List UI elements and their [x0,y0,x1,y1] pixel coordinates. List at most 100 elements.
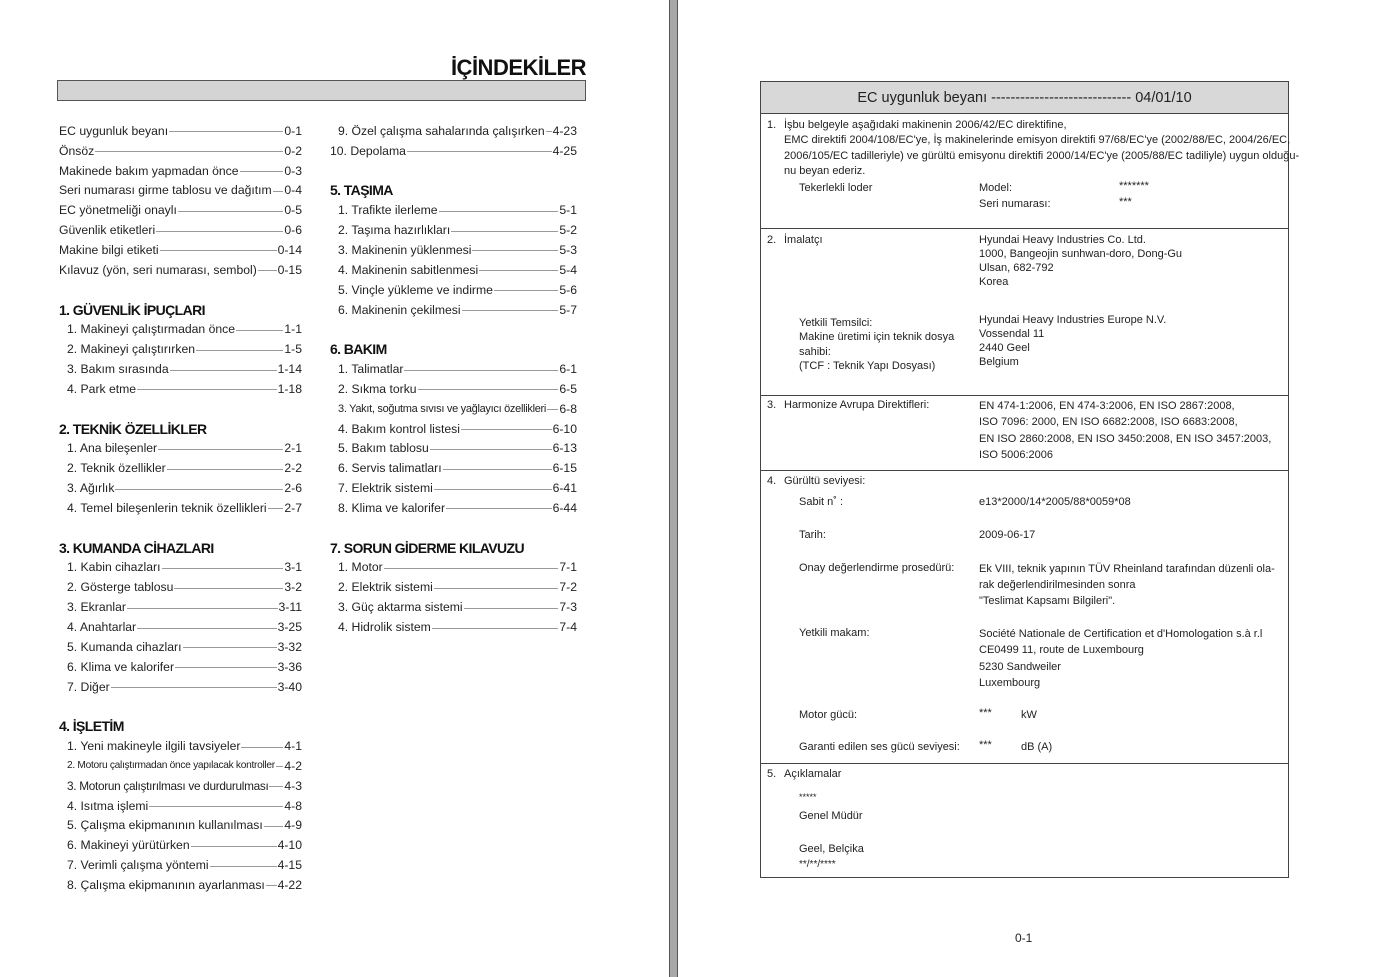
fixed-no-label: Sabit n˚ : [799,496,844,508]
procedure-label: Onay değerlendirme prosedürü: [799,562,955,574]
toc-entry-page: 4-15 [277,858,302,873]
toc-entry[interactable]: 3. Güç aktarma sistemi 7-3 [330,597,577,617]
toc-section-heading[interactable]: 2. TEKNİK ÖZELLİKLER [59,420,207,437]
toc-entry[interactable]: 6. Servis talimatları 6-15 [330,458,577,478]
toc-section-heading[interactable]: 7. SORUN GİDERME KILAVUZU [330,539,525,556]
toc-entry[interactable]: 3. Yakıt, soğutma sıvısı ve yağlayıcı öz… [330,399,577,419]
toc-section-heading[interactable]: 6. BAKIM [330,341,387,358]
toc-entry[interactable]: 2. Sıkma torku 6-5 [330,379,577,399]
divider [761,763,1288,764]
toc-entry[interactable]: 2. Motoru çalıştırmadan önce yapılacak k… [59,756,302,776]
dot-leader [149,806,284,808]
toc-entry[interactable]: 2. Gösterge tablosu 3-2 [59,577,302,597]
toc-entry[interactable]: 10. Depolama 4-25 [330,141,577,161]
toc-entry[interactable]: 1. Ana bileşenler 2-1 [59,439,302,459]
dot-leader [209,865,277,867]
toc-entry-label: 5. Vinçle yükleme ve indirme [338,282,493,297]
toc-entry[interactable]: 5. Bakım tablosu 6-13 [330,439,577,459]
spacer [59,518,302,538]
manufacturer-address: Hyundai Heavy Industries Co. Ltd. 1000, B… [979,234,1183,288]
dot-leader [263,825,284,827]
dot-leader [257,270,277,272]
toc-entry[interactable]: Önsöz 0-2 [59,141,302,161]
toc-entry[interactable]: 5. Vinçle yükleme ve indirme 5-6 [330,280,577,300]
dot-leader [267,508,284,510]
toc-entry[interactable]: Kılavuz (yön, seri numarası, sembol) 0-15 [59,260,302,280]
toc-entry[interactable]: 6. Klima ve kalorifer 3-36 [59,657,302,677]
toc-entry[interactable]: 3. Makinenin yüklenmesi 5-3 [330,240,577,260]
manufacturer-label: İmalatçı [784,234,823,246]
dot-leader [196,349,284,351]
toc-entry[interactable]: 5. Çalışma ekipmanının kullanılması 4-9 [59,816,302,836]
toc-entry[interactable]: 4. Anahtarlar 3-25 [59,617,302,637]
toc-entry-label: 7. Verimli çalışma yöntemi [67,858,209,873]
toc-entry-page: 3-25 [277,620,302,635]
dot-leader [406,151,552,153]
toc-section-heading[interactable]: 4. İŞLETİM [59,718,124,735]
toc-entry[interactable]: 8. Klima ve kalorifer 6-44 [330,498,577,518]
toc-entry[interactable]: 7. Diğer 3-40 [59,677,302,697]
toc-entry[interactable]: 9. Özel çalışma sahalarında çalışırken 4-… [330,121,577,141]
toc-entry[interactable]: 2. Taşıma hazırlıkları 5-2 [330,220,577,240]
declaration-header: EC uygunluk beyanı ---------------------… [761,82,1288,114]
toc-entry-label: 8. Klima ve kalorifer [338,500,446,515]
dot-leader [174,587,284,589]
toc-entry-label: 4. Bakım kontrol listesi [338,421,460,436]
toc-entry[interactable]: 4. Temel bileşenlerin teknik özellikleri… [59,498,302,518]
dot-leader [463,607,559,609]
toc-entry-page: 7-2 [559,580,577,595]
toc-entry[interactable]: 2. Teknik özellikler 2-2 [59,458,302,478]
toc-section-heading[interactable]: 3. KUMANDA CİHAZLARI [59,539,214,556]
toc-entry[interactable]: 5. Kumanda cihazları 3-32 [59,637,302,657]
toc-entry[interactable]: 3. Bakım sırasında 1-14 [59,359,302,379]
toc-entry[interactable]: 1. Yeni makineyle ilgili tavsiyeler 4-1 [59,736,302,756]
toc-entry-label: 1. Talimatlar [338,362,404,377]
toc-entry[interactable]: 4. Park etme 1-18 [59,379,302,399]
toc-entry[interactable]: 7. Verimli çalışma yöntemi 4-15 [59,855,302,875]
toc-entry[interactable]: 3. Ağırlık 2-6 [59,478,302,498]
toc-entry[interactable]: Seri numarası girme tablosu ve dağıtım 0-… [59,181,302,201]
dot-leader [115,488,284,490]
signatory-name: ***** [799,792,817,802]
toc-entry[interactable]: 4. Bakım kontrol listesi 6-10 [330,419,577,439]
toc-entry[interactable]: 6. Makineyi yürütürken 4-10 [59,835,302,855]
toc-section-heading[interactable]: 1. GÜVENLİK İPUÇLARI [59,301,206,318]
toc-entry[interactable]: 4. Makinenin sabitlenmesi 5-4 [330,260,577,280]
toc-entry-label: 4. Temel bileşenlerin teknik özellikleri [67,500,267,515]
toc-entry[interactable]: 4. Isıtma işlemi 4-8 [59,796,302,816]
toc-entry[interactable]: 1. Talimatlar 6-1 [330,359,577,379]
toc-entry[interactable]: Güvenlik etiketleri 0-6 [59,220,302,240]
toc-entry[interactable]: 3. Ekranlar 3-11 [59,597,302,617]
toc-entry[interactable]: 2. Elektrik sistemi 7-2 [330,577,577,597]
toc-entry[interactable]: 1. Motor 7-1 [330,558,577,578]
dot-leader [190,845,277,847]
dot-leader [236,329,284,331]
spacer [330,518,577,538]
toc-entry[interactable]: 8. Çalışma ekipmanının ayarlanması 4-22 [59,875,302,895]
toc-entry-label: 2. Motoru çalıştırmadan önce yapılacak k… [67,760,275,772]
toc-entry[interactable]: 1. Makineyi çalıştırmadan önce 1-1 [59,319,302,339]
toc-entry-page: 4-25 [552,143,577,158]
toc-entry[interactable]: 3. Motorun çalıştırılması ve durdurulmas… [59,776,302,796]
toc-entry[interactable]: 7. Elektrik sistemi 6-41 [330,478,577,498]
dot-leader [493,290,559,292]
toc-entry[interactable]: Makine bilgi etiketi 0-14 [59,240,302,260]
toc-entry-page: 4-22 [277,877,302,892]
dot-leader [159,250,277,252]
toc-entry[interactable]: EC yönetmeliği onaylı 0-5 [59,200,302,220]
toc-section-heading[interactable]: 5. TAŞIMA [330,182,393,199]
toc-entry-label: 1. Motor [338,560,383,575]
toc-entry-page: 5-1 [559,203,577,218]
toc-entry[interactable]: 2. Makineyi çalıştırırken 1-5 [59,339,302,359]
dot-leader [383,567,559,569]
toc-entry[interactable]: EC uygunluk beyanı 0-1 [59,121,302,141]
toc-entry-label: 3. Güç aktarma sistemi [338,600,463,615]
toc-entry-page: 5-6 [559,282,577,297]
section-number: 1. [767,119,777,131]
toc-entry[interactable]: 4. Hidrolik sistem 7-4 [330,617,577,637]
toc-entry[interactable]: 6. Makinenin çekilmesi 5-7 [330,300,577,320]
toc-entry[interactable]: 1. Trafikte ilerleme 5-1 [330,200,577,220]
toc-entry[interactable]: 1. Kabin cihazları 3-1 [59,558,302,578]
toc-entry[interactable]: Makinede bakım yapmadan önce 0-3 [59,161,302,181]
toc-column-1: EC uygunluk beyanı 0-1 Önsöz 0-2 Makinede ba… [59,121,302,895]
